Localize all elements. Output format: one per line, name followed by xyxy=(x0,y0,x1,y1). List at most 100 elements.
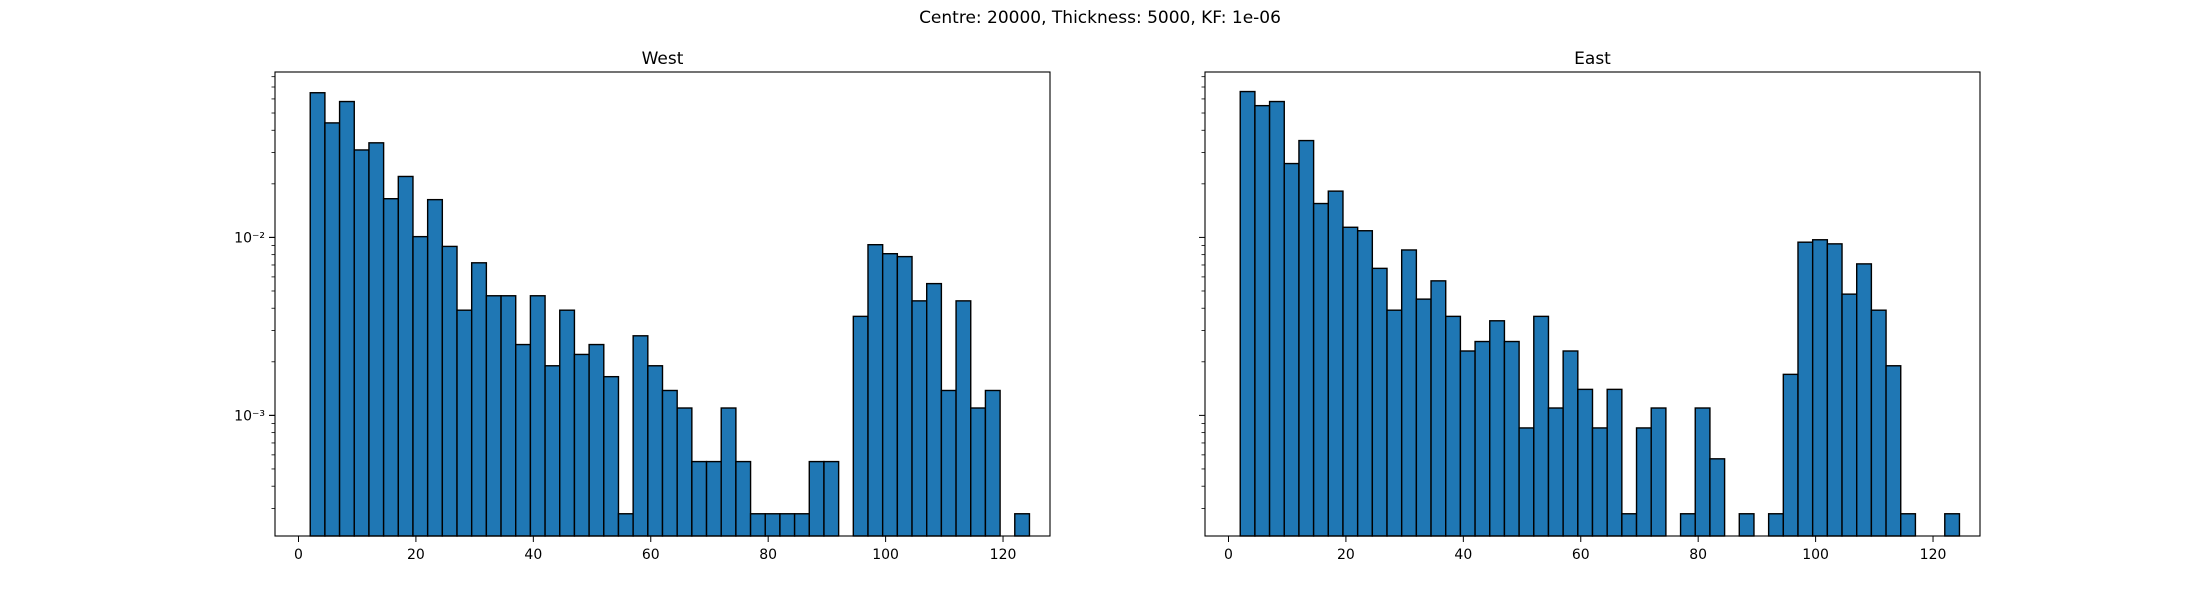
histogram-bar xyxy=(661,389,678,537)
histogram-bar xyxy=(896,255,913,537)
histogram-bar xyxy=(1738,513,1755,537)
histogram-bar xyxy=(588,343,605,537)
histogram-bar xyxy=(1900,513,1917,537)
subplot-title: West xyxy=(642,49,684,69)
x-tick-label: 0 xyxy=(294,547,303,563)
histogram-bar xyxy=(1386,309,1403,537)
histogram-bar xyxy=(926,282,943,537)
histogram-bar xyxy=(1459,350,1476,537)
subplot-west: West 0 20 40 60 80 100 120 10⁻² 10⁻³ xyxy=(234,49,1051,563)
histogram-bar xyxy=(1430,280,1447,537)
subplot-east: East 0 20 40 60 80 100 120 xyxy=(1199,49,1981,563)
histogram-bar xyxy=(338,100,355,537)
histogram-bar xyxy=(955,300,972,537)
histogram-bar xyxy=(647,365,664,537)
histogram-bar xyxy=(793,513,810,537)
x-tick-label: 80 xyxy=(1689,547,1707,563)
histogram-bar xyxy=(1944,513,1961,537)
histogram-bar xyxy=(1782,373,1799,537)
histogram-bar xyxy=(1621,513,1638,537)
histogram-bar xyxy=(1014,513,1031,537)
histogram-bar xyxy=(691,460,708,537)
histogram-bar xyxy=(867,243,884,537)
histogram-bar xyxy=(426,198,444,537)
x-tick-label: 0 xyxy=(1224,547,1233,563)
histogram-bar xyxy=(412,235,429,537)
histogram-bar xyxy=(1562,350,1579,537)
histogram-bar xyxy=(559,309,576,537)
y-tick-label: 10⁻³ xyxy=(234,408,265,424)
histogram-bar xyxy=(1239,90,1256,537)
histogram-bar xyxy=(1709,458,1726,537)
x-tick-label: 120 xyxy=(1920,547,1947,563)
x-tick-label: 120 xyxy=(990,547,1017,563)
histogram-bar xyxy=(823,460,840,537)
histogram-bar xyxy=(735,460,752,537)
histogram-bar xyxy=(397,175,414,537)
histogram-bar xyxy=(573,353,590,537)
histogram-bar xyxy=(1591,427,1608,537)
histogram-bar xyxy=(603,375,620,537)
histogram-bar xyxy=(309,92,326,537)
histogram-bar xyxy=(324,122,341,537)
histogram-bar xyxy=(705,460,722,537)
histogram-bar xyxy=(1283,162,1300,537)
histogram-bar xyxy=(1533,315,1550,537)
histogram-bar xyxy=(1856,263,1873,537)
histogram-bar xyxy=(515,343,532,537)
histogram-bar xyxy=(1650,407,1667,537)
x-tick-label: 100 xyxy=(1802,547,1829,563)
histogram-bar xyxy=(764,513,781,537)
histogram-bar xyxy=(1694,407,1711,537)
histogram-bar xyxy=(1342,226,1359,537)
histogram-bar xyxy=(1298,139,1315,537)
histogram-bar xyxy=(984,389,1001,537)
x-tick-label: 60 xyxy=(1572,547,1590,563)
histogram-bar xyxy=(852,315,869,537)
histogram-bar xyxy=(1415,298,1432,537)
x-tick-label: 20 xyxy=(407,547,425,563)
histogram-bar xyxy=(1445,315,1462,537)
histogram-bar xyxy=(500,295,517,537)
histogram-bar xyxy=(1870,309,1887,537)
histogram-bar xyxy=(353,149,370,537)
histogram-bar xyxy=(1400,249,1418,537)
x-tick-label: 40 xyxy=(524,547,542,563)
histogram-bar xyxy=(1474,340,1491,537)
histogram-bar xyxy=(881,252,899,537)
x-tick-label: 40 xyxy=(1454,547,1472,563)
histogram-bar xyxy=(1547,407,1564,537)
histogram-bar xyxy=(1811,239,1829,537)
histogram-bar xyxy=(529,295,546,537)
x-tick-label: 20 xyxy=(1337,547,1355,563)
histogram-bar xyxy=(1503,340,1520,537)
histogram-bar xyxy=(940,389,957,537)
histogram-bar xyxy=(470,262,488,537)
histogram-bar xyxy=(632,335,649,537)
histogram-bar xyxy=(368,142,385,537)
histogram-bar xyxy=(970,407,987,537)
histogram-bar xyxy=(1767,513,1785,537)
figure-suptitle: Centre: 20000, Thickness: 5000, KF: 1e-0… xyxy=(919,8,1281,28)
histogram-bar xyxy=(382,198,399,537)
x-tick-label: 100 xyxy=(872,547,899,563)
histogram-bar xyxy=(1356,230,1374,537)
axes-frame xyxy=(274,71,1051,537)
histogram-bar xyxy=(441,245,458,537)
histogram-bar xyxy=(1518,427,1535,537)
histogram-bar xyxy=(485,295,502,537)
histogram-bar xyxy=(456,309,473,537)
histogram-bar xyxy=(779,513,796,537)
histogram-bar xyxy=(1254,104,1271,537)
subplot-title: East xyxy=(1574,49,1611,69)
histogram-bar xyxy=(749,513,766,537)
histogram-bar xyxy=(544,365,561,537)
histogram-bar xyxy=(1577,388,1594,537)
x-tick-label: 60 xyxy=(642,547,660,563)
histogram-bar xyxy=(1371,267,1388,537)
histogram-bar xyxy=(1885,365,1902,537)
x-tick-label: 80 xyxy=(759,547,777,563)
histogram-bar xyxy=(1312,202,1329,537)
